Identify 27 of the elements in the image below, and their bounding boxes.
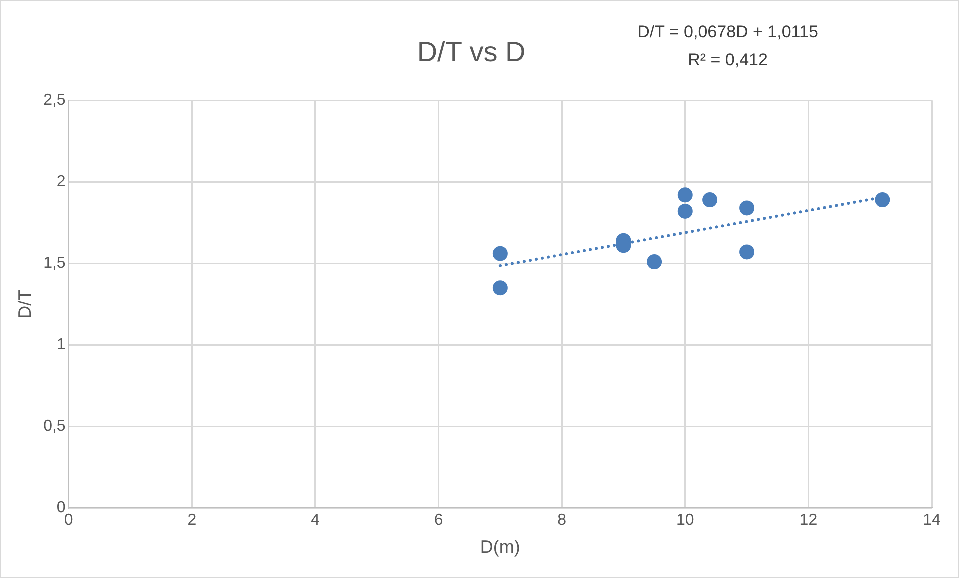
x-tick-label: 4 <box>311 512 320 530</box>
text: D/T = 0,0678D + 1,0115 <box>638 22 818 42</box>
y-tick-label: 1 <box>56 336 66 354</box>
point <box>678 204 693 219</box>
point <box>740 200 755 216</box>
x-tick-label: 6 <box>434 512 444 530</box>
y-axis-title: D/T <box>14 290 35 319</box>
x-tick-label: 10 <box>676 512 694 530</box>
point <box>492 280 508 296</box>
point <box>647 254 662 270</box>
point <box>492 246 508 262</box>
y-tick-label: 2 <box>56 174 66 191</box>
x-axis-title: D(m) <box>480 537 520 558</box>
point <box>702 192 718 208</box>
point <box>875 192 890 208</box>
text: R² = 0,412 <box>688 50 768 70</box>
x-tick-label: 12 <box>800 512 818 530</box>
x-tick-label: 8 <box>558 512 567 530</box>
y-tick-label: 1,5 <box>44 255 66 272</box>
x-tick-label: 14 <box>923 512 941 530</box>
point <box>740 244 755 260</box>
point <box>678 188 693 203</box>
y-tick-label: 0 <box>56 500 66 517</box>
x-tick-label: 2 <box>188 512 197 530</box>
chart-title: D/T vs D <box>417 36 526 68</box>
y-tick-label: 0,5 <box>44 418 66 436</box>
y-tick-label: 2,5 <box>44 92 66 110</box>
